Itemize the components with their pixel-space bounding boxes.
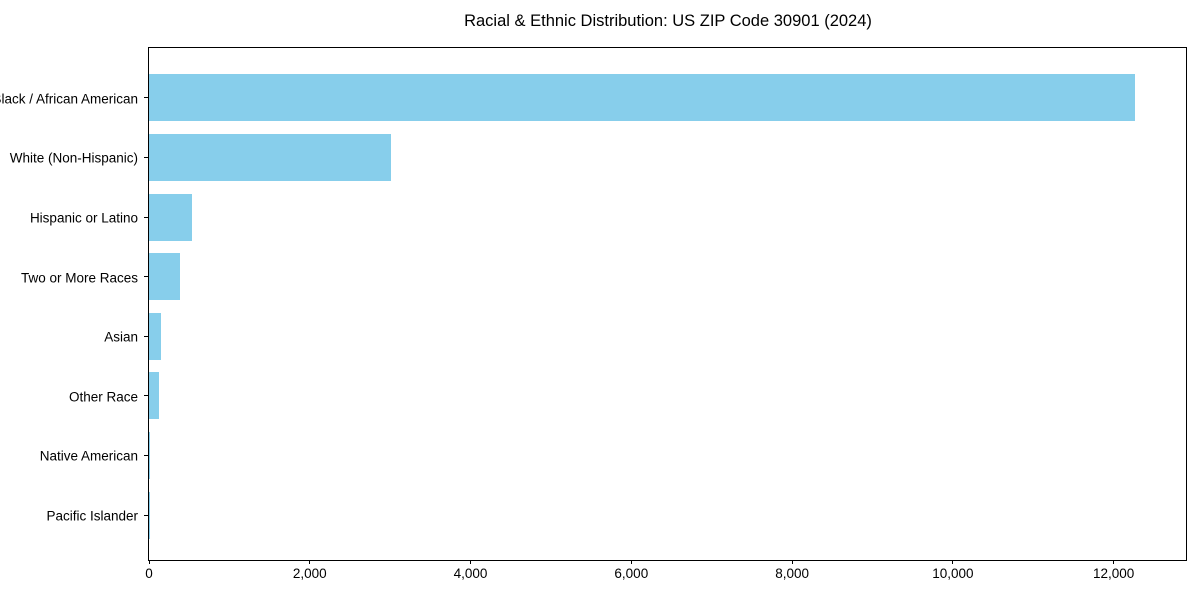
plot-area: 0 2,000 4,000 6,000 8,000 10,000 12,000 bbox=[144, 47, 1187, 581]
y-axis: Black / African American White (Non-Hispa… bbox=[0, 48, 142, 560]
y-tick-mark bbox=[144, 216, 148, 218]
y-axis-label: Asian bbox=[104, 329, 138, 345]
bar bbox=[149, 372, 159, 420]
x-tick-label: 0 bbox=[145, 566, 153, 581]
x-tick-label: 6,000 bbox=[614, 566, 649, 581]
x-tick-mark bbox=[630, 560, 632, 564]
x-tick-label: 8,000 bbox=[775, 566, 809, 581]
x-tick-mark bbox=[1113, 560, 1115, 564]
x-tick-label: 2,000 bbox=[292, 566, 327, 581]
y-tick-mark bbox=[144, 454, 148, 456]
bar bbox=[149, 253, 180, 301]
y-tick-mark bbox=[144, 395, 148, 397]
y-axis-label: Native American bbox=[39, 448, 138, 464]
x-tick-mark bbox=[309, 560, 311, 564]
y-tick-mark bbox=[144, 276, 148, 278]
x-tick-mark bbox=[791, 560, 793, 564]
y-axis-label: Black / African American bbox=[0, 91, 138, 107]
x-tick-mark bbox=[470, 560, 472, 564]
y-tick-mark bbox=[144, 514, 148, 516]
bar bbox=[149, 133, 391, 181]
x-tick-label: 10,000 bbox=[932, 566, 974, 581]
y-tick-mark bbox=[144, 97, 148, 99]
y-axis-label: White (Non-Hispanic) bbox=[9, 150, 138, 166]
y-tick-mark bbox=[144, 156, 148, 158]
bar bbox=[149, 193, 192, 241]
bar bbox=[149, 312, 162, 360]
x-tick-mark bbox=[952, 560, 954, 564]
y-axis-label: Hispanic or Latino bbox=[29, 210, 138, 226]
bar bbox=[149, 74, 1136, 122]
y-axis-label: Pacific Islander bbox=[46, 508, 138, 524]
y-axis-label: Two or More Races bbox=[20, 270, 138, 286]
x-tick-label: 12,000 bbox=[1092, 566, 1135, 581]
x-tick-mark bbox=[148, 560, 150, 564]
x-tick-label: 4,000 bbox=[453, 566, 488, 581]
y-axis-label: Other Race bbox=[68, 389, 138, 405]
y-tick-mark bbox=[144, 335, 148, 337]
chart-title: Racial & Ethnic Distribution: US ZIP Cod… bbox=[464, 12, 872, 30]
